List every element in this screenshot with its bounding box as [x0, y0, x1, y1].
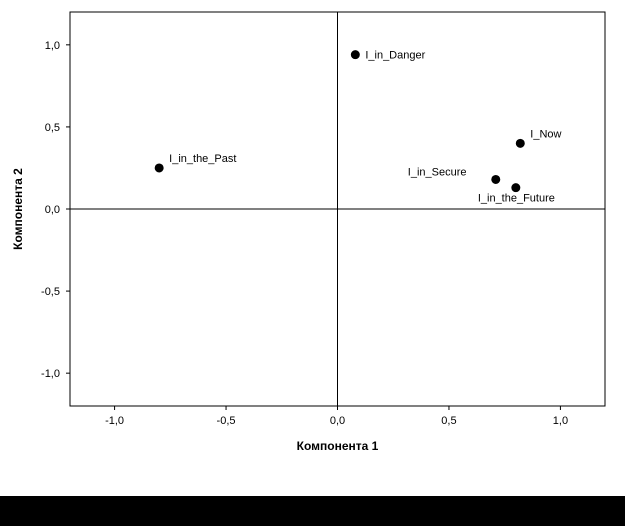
data-point: [351, 51, 359, 59]
data-point: [492, 175, 500, 183]
data-point: [516, 139, 524, 147]
data-point: [512, 184, 520, 192]
x-tick-label: 0,5: [441, 415, 456, 427]
bottom-black-bar: [0, 496, 625, 526]
data-point: [155, 164, 163, 172]
scatter-chart: -1,0 -0,5 0,0 0,5 1,0 -1,0 -0,5 0,0 0,5 1,0 Компон…: [0, 0, 625, 496]
x-tick-label: 0,0: [330, 415, 345, 427]
y-axis-label: Компонента 2: [11, 168, 25, 250]
data-point-label: I_in_Secure: [408, 166, 467, 178]
y-tick-label: -1,0: [41, 368, 60, 380]
data-point-label: I_in_the_Past: [169, 153, 236, 165]
y-tick-label: -0,5: [41, 286, 60, 298]
y-tick-label: 1,0: [45, 40, 60, 52]
y-tick-label: 0,5: [45, 122, 60, 134]
x-tick-label: -0,5: [217, 415, 236, 427]
x-axis-label: Компонента 1: [297, 439, 379, 453]
x-tick-label: -1,0: [105, 415, 124, 427]
y-tick-label: 0,0: [45, 204, 60, 216]
data-point-label: I_in_Danger: [365, 50, 425, 62]
data-point-label: I_in_the_Future: [478, 193, 555, 205]
data-point-label: I_Now: [530, 128, 561, 140]
x-tick-label: 1,0: [553, 415, 568, 427]
